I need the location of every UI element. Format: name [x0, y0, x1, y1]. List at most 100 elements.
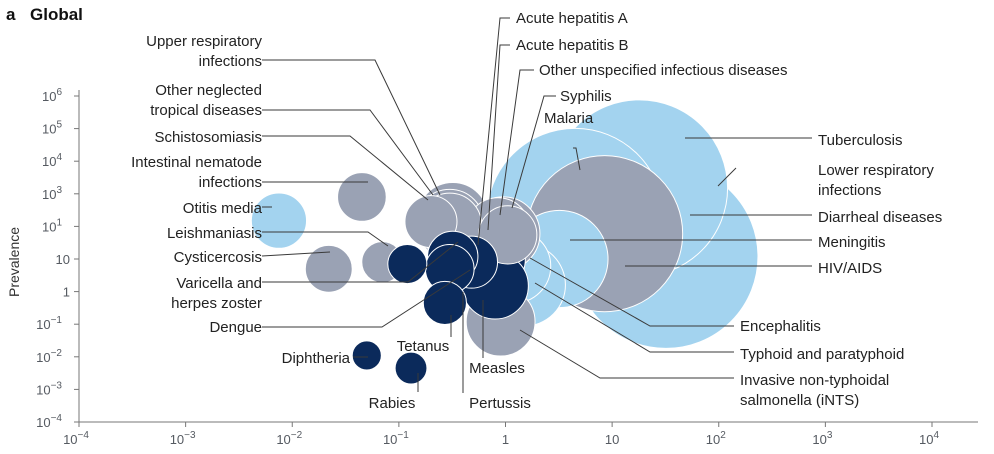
y-tick-label: 10−3 [36, 380, 62, 397]
label-typhoid: Typhoid and paratyphoid [740, 346, 904, 363]
leader-encephalitis [529, 257, 734, 327]
label-line: Cysticercosis [174, 249, 262, 266]
label-dengue: Dengue [209, 319, 262, 336]
leader-cysticercosis [261, 251, 331, 257]
bubble-small-navy [387, 244, 428, 285]
label-line: salmonella (iNTS) [740, 392, 859, 409]
label-line: Diphtheria [282, 350, 351, 367]
label-intestinal-nematode: Intestinal nematode infections [131, 154, 262, 191]
label-other-unspecified: Other unspecified infectious diseases [539, 62, 787, 79]
label-line: Syphilis [560, 88, 612, 105]
y-tick-label: 1 [63, 285, 70, 300]
y-tick-label: 10−1 [36, 315, 62, 332]
label-upper-respiratory: Upper respiratory infections [146, 33, 262, 70]
leader-other-unspecified [499, 69, 534, 216]
label-measles: Measles [469, 360, 525, 377]
y-axis-label: Prevalence [6, 227, 22, 297]
label-line: Encephalitis [740, 318, 821, 335]
y-tick-label: 103 [42, 185, 62, 202]
label-syphilis: Syphilis [560, 88, 612, 105]
label-ints: Invasive non-typhoidal salmonella (iNTS) [740, 372, 889, 409]
leader-other-neglected [262, 109, 434, 196]
leader-schistosomiasis [262, 135, 429, 201]
panel-letter: a [6, 5, 16, 24]
x-tick-label: 10−3 [170, 430, 196, 447]
leader-malaria [573, 147, 581, 171]
axes: 10−4 10−3 10−2 10−1 1 10 102 103 10410−410−310−2… [36, 87, 978, 447]
label-varicella: Varicella and herpes zoster [171, 275, 262, 312]
label-line: infections [199, 174, 262, 191]
label-schistosomiasis: Schistosomiasis [154, 129, 262, 146]
leader-typhoid [534, 282, 734, 353]
label-encephalitis: Encephalitis [740, 318, 821, 335]
leader-acute-hepatitis-a [477, 17, 510, 246]
y-tick-label: 104 [42, 152, 62, 169]
x-tick-label: 104 [919, 430, 939, 447]
y-tick-label: 105 [42, 120, 62, 137]
label-line: Acute hepatitis B [516, 37, 629, 54]
label-diphtheria: Diphtheria [282, 350, 351, 367]
label-line: Malaria [544, 110, 594, 127]
bubbles [250, 99, 759, 385]
bubble-diphtheria [351, 340, 382, 371]
label-line: Upper respiratory [146, 33, 262, 50]
y-tick-label: 10−4 [36, 413, 62, 430]
x-tick-label: 102 [706, 430, 726, 447]
label-otitis-media: Otitis media [183, 200, 263, 217]
label-meningitis: Meningitis [818, 234, 886, 251]
bubble-rabies [394, 351, 428, 385]
label-tetanus: Tetanus [397, 338, 450, 355]
label-acute-hepatitis-a: Acute hepatitis A [516, 10, 628, 27]
label-line: tropical diseases [150, 102, 262, 119]
label-line: Leishmaniasis [167, 225, 262, 242]
label-cysticercosis: Cysticercosis [174, 249, 262, 266]
y-tick-label: 106 [42, 87, 62, 104]
annotation-labels: Acute hepatitis A Acute hepatitis B Other … [131, 10, 942, 412]
label-line: Measles [469, 360, 525, 377]
label-line: Dengue [209, 319, 262, 336]
x-tick-label: 10−2 [276, 430, 302, 447]
x-tick-label: 10 [605, 432, 619, 447]
label-line: Diarrheal diseases [818, 209, 942, 226]
leader-ints [519, 329, 734, 379]
leader-leishmaniasis [262, 231, 389, 247]
label-malaria: Malaria [544, 110, 594, 127]
label-line: Tetanus [397, 338, 450, 355]
leader-syphilis [511, 95, 556, 209]
leader-lower-respiratory [717, 167, 737, 187]
label-lower-respiratory: Lower respiratory infections [818, 162, 934, 199]
label-rabies: Rabies [369, 395, 416, 412]
label-acute-hepatitis-b: Acute hepatitis B [516, 37, 629, 54]
label-line: Acute hepatitis A [516, 10, 628, 27]
y-tick-label: 10 [56, 252, 70, 267]
leader-upper-respiratory [262, 59, 441, 196]
label-line: Other unspecified infectious diseases [539, 62, 787, 79]
label-line: Rabies [369, 395, 416, 412]
label-line: herpes zoster [171, 295, 262, 312]
label-line: Varicella and [176, 275, 262, 292]
leader-lines [261, 17, 812, 393]
bubble-cysticercosis [304, 244, 353, 293]
label-line: Otitis media [183, 200, 263, 217]
label-line: Typhoid and paratyphoid [740, 346, 904, 363]
label-line: Intestinal nematode [131, 154, 262, 171]
label-line: Meningitis [818, 234, 886, 251]
y-tick-label: 10−2 [36, 348, 62, 365]
label-diarrheal: Diarrheal diseases [818, 209, 942, 226]
bubble-tetanus [422, 280, 467, 325]
label-line: Pertussis [469, 395, 531, 412]
label-line: Other neglected [155, 82, 262, 99]
label-line: Tuberculosis [818, 132, 902, 149]
label-line: infections [199, 53, 262, 70]
label-line: Lower respiratory [818, 162, 934, 179]
label-line: Invasive non-typhoidal [740, 372, 889, 389]
leader-dengue [262, 269, 471, 328]
label-hiv-aids: HIV/AIDS [818, 260, 882, 277]
label-line: Schistosomiasis [154, 129, 262, 146]
x-tick-label: 10−4 [63, 430, 89, 447]
x-tick-label: 10−1 [383, 430, 409, 447]
x-tick-label: 103 [812, 430, 832, 447]
panel-title: Global [30, 5, 83, 24]
leader-acute-hepatitis-b [487, 44, 510, 231]
